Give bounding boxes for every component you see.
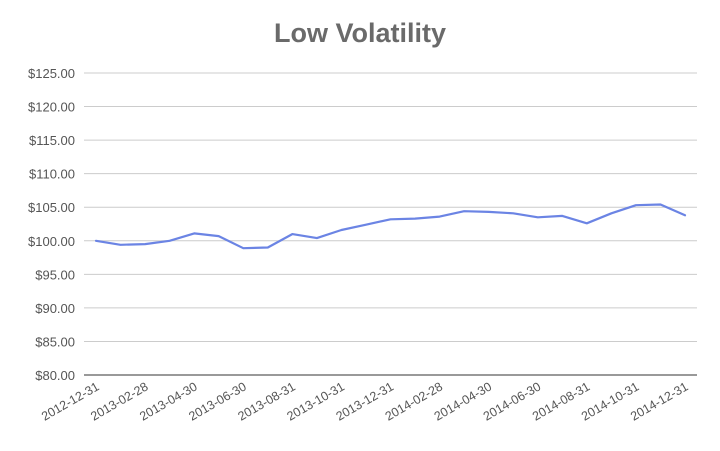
y-tick-label: $90.00 bbox=[35, 301, 75, 316]
y-tick-label: $105.00 bbox=[28, 200, 75, 215]
y-tick-label: $100.00 bbox=[28, 234, 75, 249]
y-tick-label: $80.00 bbox=[35, 368, 75, 383]
series-line bbox=[94, 203, 687, 250]
y-tick-label: $115.00 bbox=[29, 133, 75, 148]
chart-title: Low Volatility bbox=[273, 18, 446, 48]
y-tick-label: $125.00 bbox=[28, 66, 75, 81]
y-tick-label: $120.00 bbox=[28, 100, 75, 115]
y-tick-label: $85.00 bbox=[35, 334, 75, 349]
y-tick-label: $110.00 bbox=[29, 167, 75, 182]
y-tick-label: $95.00 bbox=[35, 267, 75, 282]
